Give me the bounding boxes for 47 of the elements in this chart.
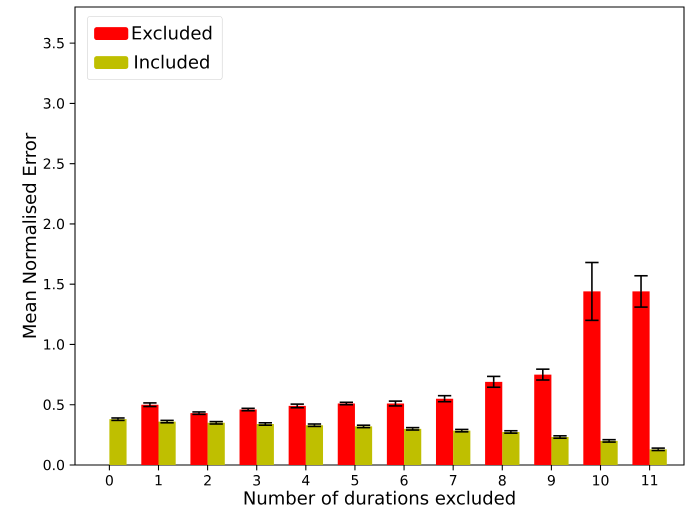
bar bbox=[109, 419, 127, 465]
bar bbox=[453, 430, 470, 465]
y-axis-title: Mean Normalised Error bbox=[22, 132, 36, 338]
x-tick-label: 6 bbox=[400, 475, 408, 486]
bar bbox=[256, 424, 274, 465]
x-tick-label: 9 bbox=[548, 475, 555, 486]
x-tick-label: 3 bbox=[253, 475, 260, 486]
y-tick-label: 0.0 bbox=[44, 460, 64, 470]
bar bbox=[158, 422, 176, 465]
x-tick-label: 5 bbox=[352, 475, 358, 486]
bar bbox=[583, 291, 601, 465]
bar bbox=[404, 428, 422, 465]
x-axis-title: Number of durations excluded bbox=[244, 490, 515, 505]
y-tick-label: 1.5 bbox=[44, 279, 64, 290]
bar bbox=[502, 432, 520, 465]
x-tick-label: 2 bbox=[204, 475, 211, 486]
bar bbox=[485, 382, 502, 465]
bar bbox=[600, 440, 618, 465]
bar bbox=[436, 398, 454, 465]
bar bbox=[632, 291, 650, 465]
legend-label: Excluded bbox=[132, 26, 212, 40]
x-tick-label: 11 bbox=[642, 475, 658, 486]
bar bbox=[288, 406, 306, 465]
bar bbox=[240, 410, 257, 465]
bar bbox=[354, 426, 372, 465]
x-tick-label: 10 bbox=[593, 475, 608, 486]
y-tick-label: 2.0 bbox=[44, 218, 64, 230]
x-tick-label: 7 bbox=[450, 475, 456, 486]
bar bbox=[306, 425, 324, 465]
bar bbox=[386, 404, 404, 465]
bar bbox=[141, 404, 158, 465]
bar bbox=[208, 422, 225, 465]
y-tick-label: 3.0 bbox=[44, 98, 64, 109]
legend-label: Included bbox=[135, 54, 209, 69]
y-tick-label: 0.5 bbox=[44, 399, 64, 410]
bar bbox=[551, 437, 569, 465]
x-tick-label: 8 bbox=[498, 475, 506, 486]
x-tick-label: 4 bbox=[302, 475, 310, 486]
x-tick-label: 1 bbox=[156, 475, 162, 486]
bar bbox=[338, 404, 355, 465]
y-tick-label: 3.5 bbox=[44, 38, 64, 48]
x-tick-label: 0 bbox=[106, 475, 113, 486]
bar bbox=[534, 374, 552, 465]
bar bbox=[190, 413, 208, 465]
y-tick-label: 1.0 bbox=[44, 339, 64, 350]
bar bbox=[650, 449, 667, 465]
y-tick-label: 2.5 bbox=[44, 158, 64, 169]
